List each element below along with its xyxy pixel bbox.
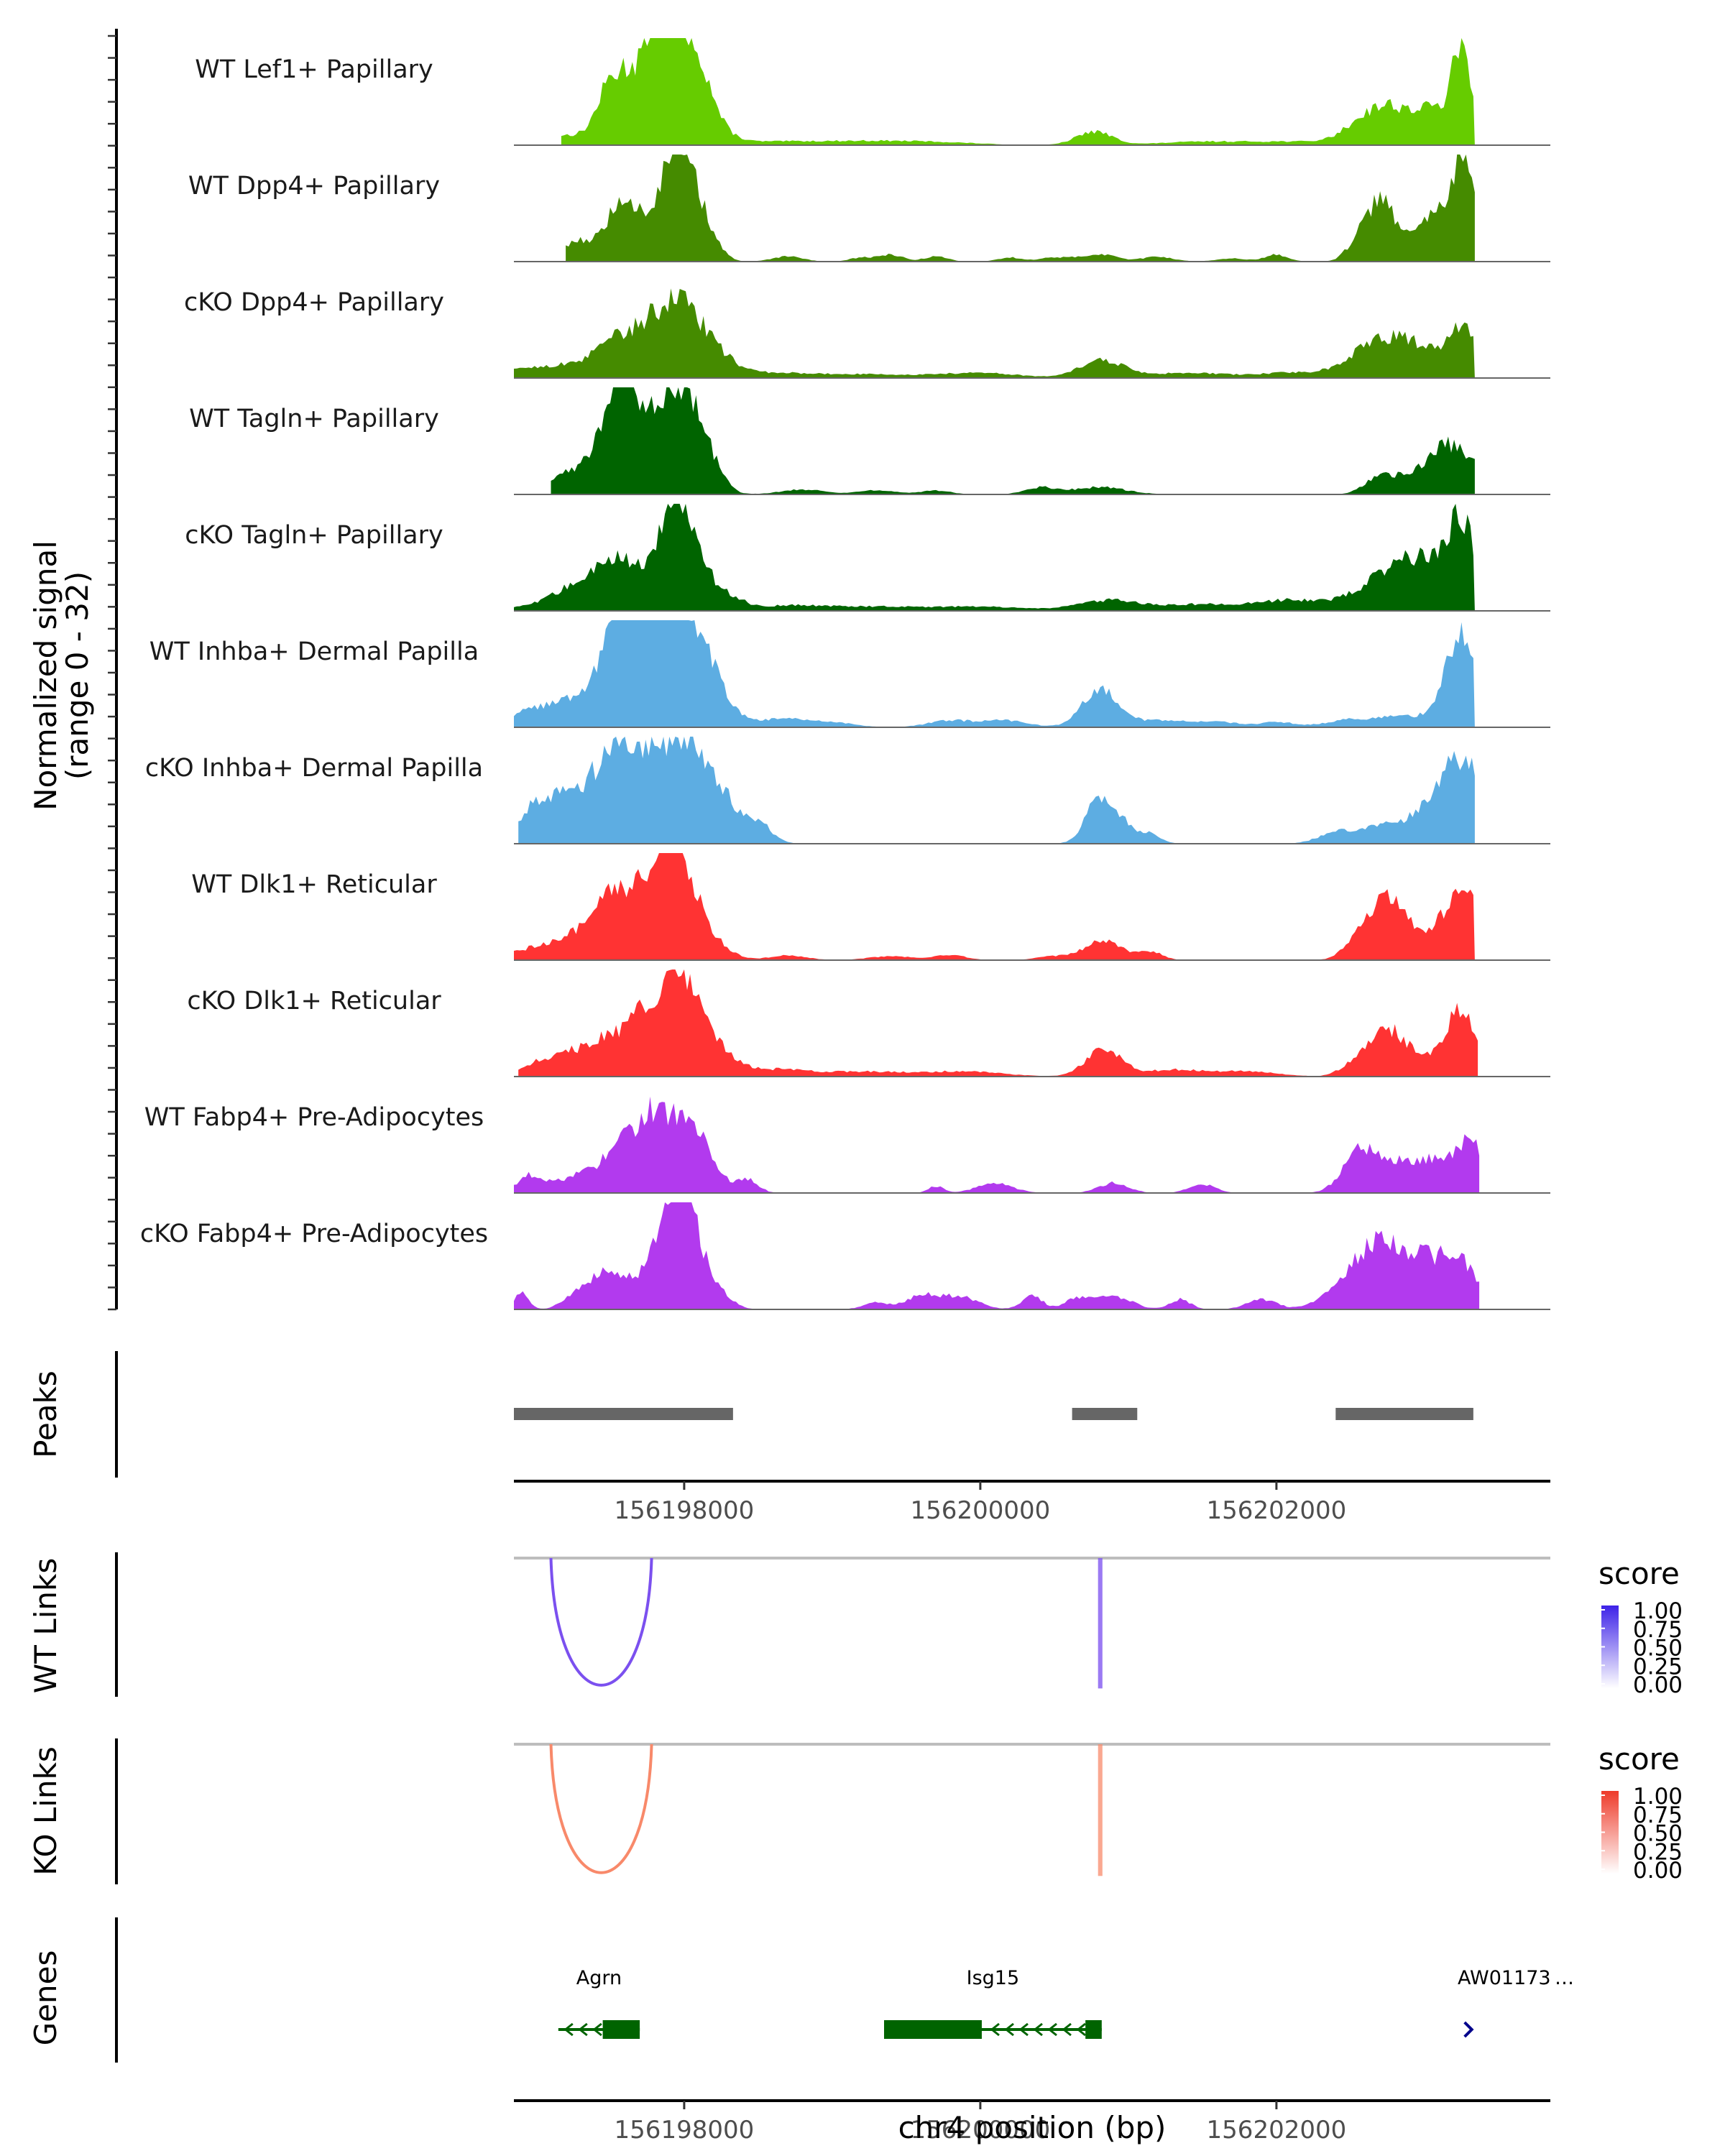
ko-links-label: KO Links bbox=[28, 1746, 63, 1876]
coverage-track-label: cKO Fabp4+ Pre-Adipocytes bbox=[140, 1220, 488, 1248]
genes-track: Agrn Isg15 AW01173 … bbox=[115, 1917, 1574, 2063]
upper-tick-label: 156200000 bbox=[911, 1496, 1051, 1525]
gene-label: Agrn bbox=[576, 1967, 622, 1989]
lower-tick-label: 156200000 bbox=[911, 2116, 1051, 2145]
gene-label: Isg15 bbox=[967, 1967, 1020, 1989]
peak-region-bar bbox=[1335, 1408, 1473, 1420]
gene-strand-chevron bbox=[1076, 2022, 1086, 2037]
genes-track-label: Genes bbox=[28, 1950, 63, 2046]
gene-strand-chevron bbox=[578, 2022, 588, 2037]
gene-strand-chevron bbox=[1047, 2022, 1057, 2037]
gene-strand-chevron bbox=[564, 2022, 574, 2037]
legend-tick-label: 0.00 bbox=[1633, 1858, 1683, 1884]
legend-tick-label: 0.00 bbox=[1633, 1672, 1683, 1698]
coverage-track-label: WT Fabp4+ Pre-Adipocytes bbox=[144, 1103, 484, 1132]
coverage-track-label: cKO Inhba+ Dermal Papilla bbox=[145, 754, 483, 783]
lower-tick-label: 156198000 bbox=[615, 2116, 755, 2145]
legend-tick-label: 0.25 bbox=[1633, 1654, 1683, 1680]
legend-tick-label: 1.00 bbox=[1633, 1598, 1683, 1624]
coverage-track-label: WT Dpp4+ Papillary bbox=[188, 172, 440, 201]
x-axis-title: chr4 position (bp) bbox=[898, 2110, 1167, 2145]
gene-exon-block bbox=[1085, 2020, 1102, 2039]
gene-strand-arrow bbox=[1463, 2021, 1474, 2038]
peak-region-bar bbox=[514, 1408, 733, 1420]
gene-exon-block bbox=[884, 2020, 982, 2039]
link-arc bbox=[1098, 1744, 1103, 1876]
coverage-area-track-6 bbox=[514, 620, 1475, 727]
coverage-area-track-4 bbox=[551, 387, 1475, 494]
link-arc bbox=[549, 1743, 653, 1874]
coverage-tracks: WT Lef1+ Papillary WT Dpp4+ Papillary cKO … bbox=[108, 29, 1550, 1311]
gene-strand-chevron bbox=[1004, 2022, 1014, 2037]
coverage-track-label: WT Tagln+ Papillary bbox=[189, 405, 439, 433]
gene-exon-block bbox=[602, 2020, 640, 2039]
gene-strand-chevron bbox=[1062, 2022, 1072, 2037]
coverage-area-track-5 bbox=[514, 504, 1475, 611]
legend-tick-label: 0.25 bbox=[1633, 1839, 1683, 1865]
coverage-area-track-9 bbox=[518, 969, 1478, 1077]
legend-title: score bbox=[1598, 1741, 1680, 1777]
link-arc bbox=[1098, 1558, 1103, 1689]
coverage-area-track-10 bbox=[514, 1096, 1480, 1193]
gene-strand-chevron bbox=[592, 2022, 602, 2037]
wt-links-label: WT Links bbox=[28, 1558, 63, 1693]
coverage-track-label: WT Dlk1+ Reticular bbox=[191, 870, 437, 899]
lower-tick-label: 156202000 bbox=[1207, 2116, 1347, 2145]
gene-label: AW01173 … bbox=[1458, 1967, 1574, 1989]
gene-strand-chevron bbox=[1018, 2022, 1029, 2037]
coverage-area-track-2 bbox=[566, 155, 1475, 262]
coverage-track-label: WT Inhba+ Dermal Papilla bbox=[150, 637, 479, 666]
gene-strand-chevron bbox=[1033, 2022, 1043, 2037]
legend-title: score bbox=[1598, 1556, 1680, 1591]
coverage-area-track-11 bbox=[514, 1202, 1480, 1309]
upper-tick-label: 156202000 bbox=[1207, 1496, 1347, 1525]
coverage-y-label: Normalized signal bbox=[28, 540, 63, 811]
peak-region-bar bbox=[1072, 1408, 1138, 1420]
coverage-area-track-7 bbox=[518, 737, 1475, 844]
links-tracks bbox=[115, 1552, 1550, 1884]
position-axis-lower: 156198000 156200000 156202000 bbox=[514, 2099, 1550, 2145]
gene-strand-chevron bbox=[990, 2022, 1000, 2037]
coverage-area-track-8 bbox=[514, 853, 1475, 960]
upper-tick-label: 156198000 bbox=[615, 1496, 755, 1525]
legend-tick-label: 0.75 bbox=[1633, 1617, 1683, 1643]
position-axis-upper: 156198000 156200000 156202000 bbox=[514, 1480, 1550, 1525]
link-arc bbox=[549, 1557, 653, 1687]
coverage-area-track-1 bbox=[561, 38, 1475, 145]
peaks-track-label: Peaks bbox=[28, 1370, 63, 1458]
coverage-track-label: cKO Dpp4+ Papillary bbox=[184, 288, 444, 317]
coverage-area-track-3 bbox=[514, 288, 1475, 378]
coverage-track-label: WT Lef1+ Papillary bbox=[195, 55, 433, 84]
legend-tick-label: 0.75 bbox=[1633, 1802, 1683, 1828]
ko-score-legend: score 1.000.750.500.250.00 bbox=[1598, 1741, 1683, 1884]
coverage-track-label: cKO Tagln+ Papillary bbox=[185, 521, 443, 550]
coverage-y-range-label: (range 0 - 32) bbox=[60, 571, 95, 780]
coverage-track-label: cKO Dlk1+ Reticular bbox=[187, 987, 441, 1015]
legend-tick-label: 0.50 bbox=[1633, 1821, 1683, 1847]
legend-tick-label: 1.00 bbox=[1633, 1784, 1683, 1810]
wt-score-legend: score 1.000.750.500.250.00 bbox=[1598, 1556, 1683, 1698]
legend-tick-label: 0.50 bbox=[1633, 1636, 1683, 1662]
peaks-track bbox=[115, 1351, 1473, 1478]
